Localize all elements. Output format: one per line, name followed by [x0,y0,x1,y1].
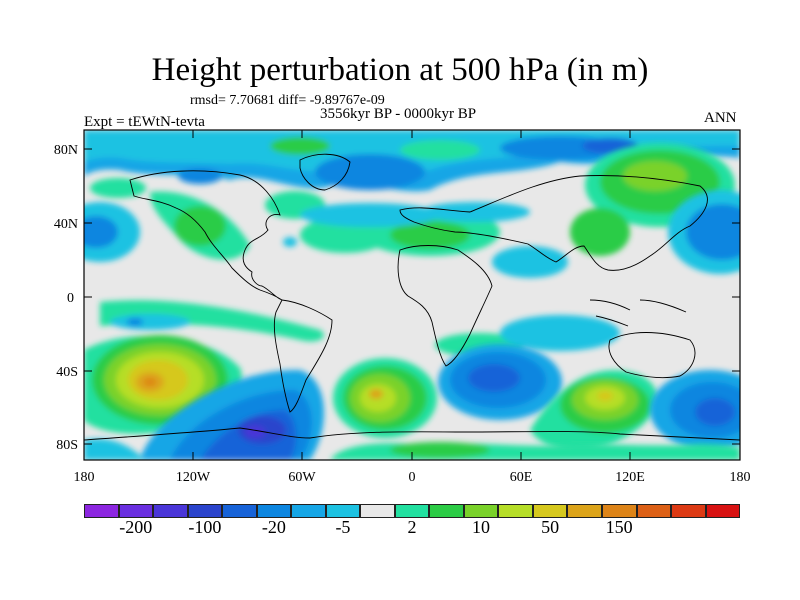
north-america-coast [129,170,283,301]
africa-coast [397,245,493,367]
lat-label: 0 [67,291,74,306]
south-america-coast [273,299,333,413]
north-pacific-low [84,190,740,274]
season-label: ANN [704,110,737,126]
colorbar-label: 50 [541,517,560,537]
map-title: Height perturbation at 500 hPa (in m) [151,52,649,88]
colorbar-label: 150 [605,517,633,537]
antarctica-coast [84,427,740,441]
lon-label: 180 [730,470,751,485]
lon-label: 120W [176,470,211,485]
drake-low [84,369,324,460]
lat-label: 40S [56,365,78,380]
colorbar [84,504,741,518]
north-polar-band [84,130,740,192]
colorbar-label: 2 [407,517,417,537]
lat-label: 40N [54,217,78,232]
lon-label: 180 [74,470,95,485]
colorbar-label: -20 [261,517,286,537]
colorbar-swatch [498,504,533,518]
eurasia-coast [399,175,708,271]
colorbar-swatch [601,504,637,518]
colorbar-swatch [325,504,361,518]
lat-label: 80N [54,143,78,158]
colorbar-swatch [153,504,188,518]
period-label: 3556kyr BP - 0000kyr BP [320,106,477,122]
colorbar-label: -100 [188,517,222,537]
indian-ocean-low [438,344,562,420]
colorbar-swatch [394,504,430,518]
colorbar-swatch [671,504,706,518]
tropical-band [100,300,620,357]
colorbar-swatch [291,504,326,518]
colorbar-swatch [532,504,568,518]
south-atlantic-high [333,358,437,438]
latitude-labels: 80N 40N 0 40S 80S [54,143,78,453]
colorbar-label: -200 [119,517,153,537]
lon-label: 120E [615,470,645,485]
colorbar-swatch [636,504,672,518]
colorbar-swatch [256,504,292,518]
colorbar-swatch [187,504,223,518]
axis-ticks [84,130,740,460]
se-pacific-low [650,370,740,450]
colorbar-swatch [118,504,154,518]
lon-label: 0 [409,470,416,485]
rmsd-diff-stats: rmsd= 7.70681 diff= -9.89767e-09 [190,93,385,108]
maritime-islands [589,299,687,327]
south-polar-band [330,442,740,460]
colorbar-swatch [567,504,602,518]
colorbar-label: 10 [472,517,491,537]
colorbar-swatch [84,504,119,518]
colorbar-swatch [222,504,257,518]
australia-high [530,370,658,451]
colorbar-swatch [429,504,464,518]
contour-field [84,130,740,460]
lon-label: 60E [510,470,533,485]
colorbar-swatch [360,504,395,518]
lon-label: 60W [288,470,316,485]
coastlines [84,153,740,441]
colorbar-label: -5 [335,517,351,537]
longitude-labels: 180 120W 60W 0 60E 120E 180 [74,470,751,485]
colorbar-swatch [463,504,499,518]
greenland-coast [299,153,351,191]
lat-label: 80S [56,438,78,453]
australia-coast [608,332,696,379]
colorbar-swatch [705,504,741,518]
experiment-label: Expt = tEWtN-tevta [84,114,205,130]
